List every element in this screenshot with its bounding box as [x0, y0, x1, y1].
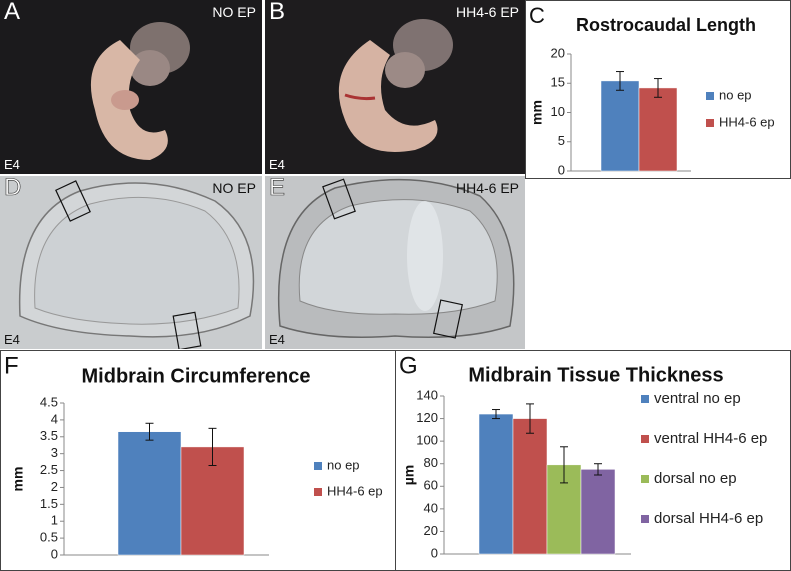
legend-swatch — [706, 119, 714, 127]
legend-swatch — [641, 395, 649, 403]
legend-swatch — [641, 475, 649, 483]
y-tick-label: 5 — [558, 133, 565, 148]
chart-title: Midbrain Tissue Thickness — [468, 364, 723, 386]
chart: C Rostrocaudal Length mm 0 5 10 15 20 no ep HH4-6… — [529, 3, 775, 178]
legend-label: no ep — [719, 87, 752, 102]
y-tick-label: 1.5 — [40, 496, 58, 511]
legend-swatch — [641, 515, 649, 523]
chart-panel: C Rostrocaudal Length mm 0 5 10 15 20 no ep HH4-6… — [525, 0, 791, 179]
legend-label: no ep — [327, 457, 360, 472]
condition-label: NO EP — [212, 4, 256, 20]
y-tick-label: 15 — [551, 75, 565, 90]
y-tick-label: 0 — [431, 545, 438, 560]
y-tick-label: 4.5 — [40, 394, 58, 409]
chart-title: Midbrain Circumference — [82, 365, 311, 387]
y-axis-label: µm — [401, 465, 417, 486]
section-image — [18, 180, 255, 349]
bar — [600, 80, 640, 172]
panel-letter: A — [4, 0, 21, 25]
y-axis-label: mm — [10, 467, 26, 492]
chart-panel: F Midbrain Circumference mm 0 0.5 1 1.5 2 2.5 3 3.… — [0, 350, 396, 571]
y-tick-label: 2 — [51, 479, 58, 494]
condition-label: NO EP — [212, 180, 256, 196]
legend-label: ventral HH4-6 ep — [654, 430, 767, 447]
photo-panel: B HH4-6 EP E4 — [265, 0, 525, 174]
y-tick-label: 20 — [551, 45, 565, 60]
chart: G Midbrain Tissue Thickness µm 0 20 40 60 80 100… — [399, 352, 767, 560]
legend-label: dorsal HH4-6 ep — [654, 510, 763, 527]
photo-panel: E HH4-6 EP E4 — [265, 176, 525, 349]
bar — [638, 87, 678, 172]
chart: F Midbrain Circumference mm 00.5 1 1.5 2 2.5 3 3.… — [4, 352, 383, 561]
stage-label: E4 — [269, 157, 285, 172]
y-tick-label: 0.5 — [40, 530, 58, 545]
chart-title: Rostrocaudal Length — [576, 15, 756, 35]
stage-label: E4 — [4, 157, 20, 172]
y-tick-label: 140 — [416, 387, 438, 402]
y-tick-label: 4 — [51, 411, 58, 426]
legend-swatch — [706, 92, 714, 100]
legend-swatch — [314, 488, 322, 496]
chart-panel: G Midbrain Tissue Thickness µm 0 20 40 60 80 100… — [395, 350, 791, 571]
y-tick-label: 10 — [551, 104, 565, 119]
y-tick-label: 100 — [416, 433, 438, 448]
y-tick-label: 60 — [424, 478, 438, 493]
condition-label: HH4-6 EP — [455, 4, 519, 20]
legend-label: ventral no ep — [654, 390, 741, 407]
panel-letter: F — [4, 352, 19, 379]
legend-swatch — [641, 435, 649, 443]
photo-panel: A NO EP E4 — [0, 0, 262, 174]
embryo-image — [90, 22, 190, 160]
panel-letter: D — [4, 176, 22, 201]
y-axis-label: mm — [529, 100, 545, 125]
y-tick-label: 3.5 — [40, 428, 58, 443]
y-tick-label: 40 — [424, 500, 438, 515]
y-tick-label: 20 — [424, 523, 438, 538]
panel-letter: B — [269, 0, 286, 25]
stage-label: E4 — [269, 332, 285, 347]
stage-label: E4 — [4, 332, 20, 347]
y-tick-label: 3 — [51, 445, 58, 460]
panel-letter: E — [269, 176, 286, 201]
y-tick-label: 120 — [416, 410, 438, 425]
bar — [580, 469, 616, 555]
condition-label: HH4-6 EP — [455, 180, 519, 196]
panel-letter: G — [399, 352, 418, 379]
y-tick-label: 80 — [424, 455, 438, 470]
legend-swatch — [314, 462, 322, 470]
y-tick-label: 0 — [558, 162, 565, 177]
photo-panel: D NO EP E4 — [0, 176, 262, 349]
y-tick-label: 0 — [51, 546, 58, 561]
bar — [478, 413, 514, 555]
bar — [512, 418, 548, 555]
embryo-image — [338, 19, 453, 152]
y-tick-label: 1 — [51, 513, 58, 528]
section-image — [277, 178, 515, 339]
bar — [117, 431, 182, 556]
legend-label: dorsal no ep — [654, 470, 737, 487]
legend-label: HH4-6 ep — [327, 483, 383, 498]
y-tick-label: 2.5 — [40, 462, 58, 477]
legend-label: HH4-6 ep — [719, 114, 775, 129]
panel-letter: C — [529, 3, 545, 28]
